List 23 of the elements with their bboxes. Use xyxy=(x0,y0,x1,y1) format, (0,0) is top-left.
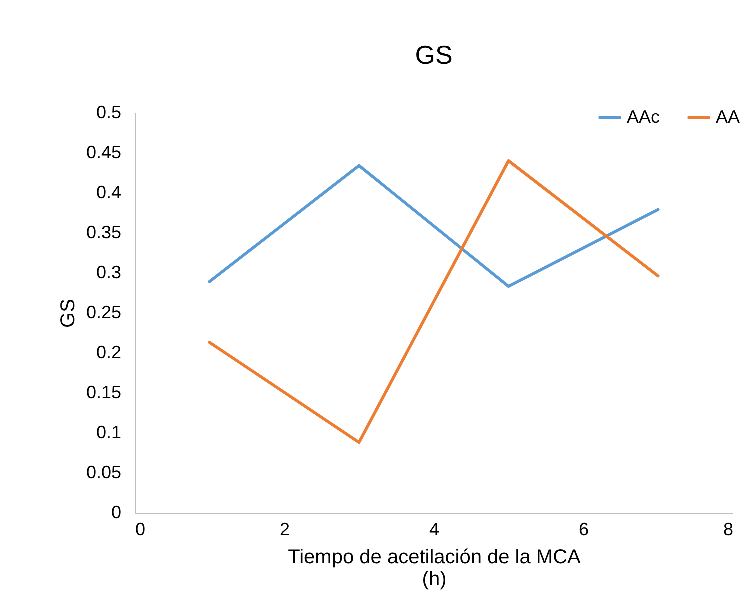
y-tick-label: 0.15 xyxy=(86,382,122,402)
line-series xyxy=(208,164,660,288)
x-tick-label: 2 xyxy=(280,520,290,540)
y-tick-label: 0.2 xyxy=(96,342,122,362)
y-axis-title: GS xyxy=(57,299,80,328)
y-tick-label: 0.25 xyxy=(86,302,122,322)
y-tick-label: 0.05 xyxy=(86,462,122,482)
y-tick-label: 0.4 xyxy=(96,182,122,202)
y-tick-label: 0.35 xyxy=(86,222,122,242)
legend-label: AA xyxy=(716,107,740,127)
line-series xyxy=(208,160,660,444)
x-tick-label: 8 xyxy=(723,520,734,540)
x-tick-label: 0 xyxy=(136,520,146,540)
x-tick-label: 4 xyxy=(429,520,440,540)
y-tick-label: 0.5 xyxy=(96,102,122,122)
chart-title: GS xyxy=(415,40,453,70)
x-tick-label: 6 xyxy=(578,520,590,540)
y-tick-label: 0.1 xyxy=(96,422,122,442)
legend-label: AAc xyxy=(627,107,660,127)
x-axis-title: Tiempo de acetilación de la MCA (h) xyxy=(288,546,582,590)
y-tick-label: 0.45 xyxy=(86,142,122,162)
y-tick-label: 0.3 xyxy=(96,262,122,282)
y-tick-label: 0 xyxy=(111,502,122,522)
